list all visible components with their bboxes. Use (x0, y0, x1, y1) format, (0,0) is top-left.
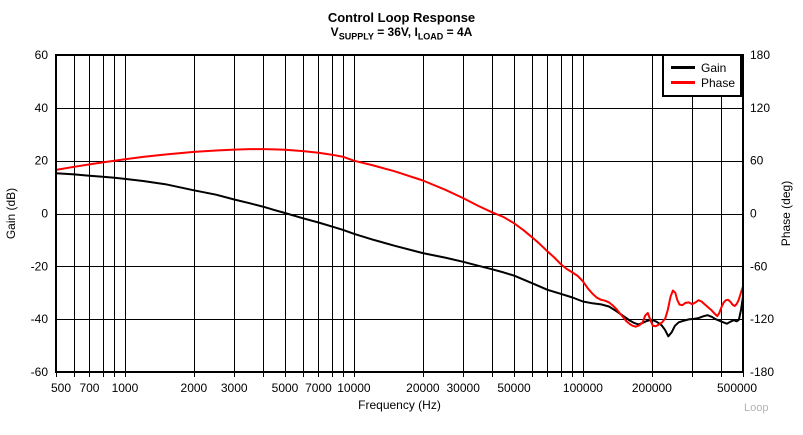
legend-item-gain: Gain (671, 60, 736, 75)
x-tick-label: 50000 (497, 381, 531, 395)
y-right-tick-label: 0 (750, 207, 757, 221)
gain-line-swatch (671, 66, 695, 69)
y-left-axis-title: Gain (dB) (4, 188, 18, 239)
x-tick-label: 10000 (337, 381, 371, 395)
x-tick-label: 2000 (181, 381, 208, 395)
y-left-tick-label: -40 (31, 312, 49, 326)
y-left-tick-label: 60 (35, 48, 49, 62)
x-tick-label: 5000 (272, 381, 299, 395)
chart-subtitle: VSUPPLY = 36V, ILOAD = 4A (0, 25, 803, 41)
y-right-tick-label: -120 (750, 312, 774, 326)
y-left-tick-label: -60 (31, 365, 49, 379)
x-tick-label: 7000 (305, 381, 332, 395)
subtitle-mid: = 36V, I (373, 25, 418, 39)
y-left-tick-label: 0 (41, 207, 48, 221)
y-right-tick-label: -180 (750, 365, 774, 379)
x-tick-label: 30000 (447, 381, 481, 395)
y-right-tick-label: 60 (750, 154, 764, 168)
subtitle-vsupply-subscript: SUPPLY (338, 31, 374, 42)
x-tick-label: 700 (79, 381, 99, 395)
legend-label-gain: Gain (701, 60, 727, 75)
watermark: Loop (744, 402, 769, 414)
legend-label-phase: Phase (701, 75, 736, 90)
subtitle-iload-subscript: LOAD (417, 31, 444, 42)
subtitle-vsupply-prefix: V (330, 25, 339, 39)
x-tick-label: 3000 (221, 381, 248, 395)
y-right-tick-label: 180 (750, 48, 770, 62)
y-left-tick-label: 40 (35, 101, 49, 115)
y-left-tick-label: 20 (35, 154, 49, 168)
plot-border (55, 54, 744, 373)
y-right-axis-title: Phase (deg) (779, 181, 793, 246)
x-tick-label: 500000 (717, 381, 757, 395)
phase-line-swatch (671, 81, 695, 84)
y-right-tick-label: -60 (750, 259, 768, 273)
y-right-tick-label: 120 (750, 101, 770, 115)
x-tick-label: 200000 (632, 381, 672, 395)
x-tick-label: 500 (51, 381, 71, 395)
legend: Gain Phase (662, 54, 742, 97)
gain-curve (55, 172, 744, 338)
x-axis-title: Frequency (Hz) (358, 398, 441, 412)
chart-title: Control Loop Response (327, 10, 476, 25)
phase-curve (55, 148, 744, 328)
subtitle-suffix: = 4A (443, 25, 473, 39)
legend-item-phase: Phase (671, 75, 736, 90)
x-tick-label: 20000 (406, 381, 440, 395)
y-left-tick-label: -20 (31, 259, 49, 273)
x-tick-label: 1000 (112, 381, 139, 395)
x-tick-label: 100000 (563, 381, 603, 395)
